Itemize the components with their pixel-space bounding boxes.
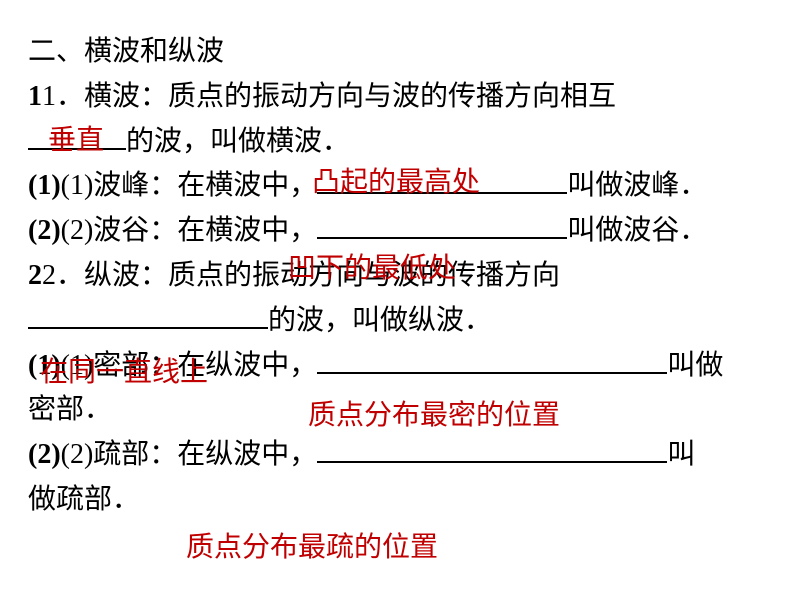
item-1-line-a: 11．横波：质点的振动方向与波的传播方向相互 (28, 75, 766, 120)
blank-6 (317, 435, 667, 463)
item-2-line-b: 的波，叫做纵波． (28, 299, 766, 344)
answer-4: 在同一直线上 (40, 350, 208, 390)
item-1-2-suffix: 叫做波谷． (567, 215, 707, 246)
item-1-number: 1 (28, 81, 42, 112)
blank-5 (317, 346, 667, 374)
item-2-1-suffix: 叫做 (667, 350, 723, 381)
answer-2: 凸起的最高处 (312, 160, 480, 200)
item-2-text-b: 的波，叫做纵波． (268, 305, 492, 336)
item-2-2-suffix: 叫 (667, 439, 695, 470)
blank-3 (317, 211, 567, 239)
item-2-number: 2 (28, 260, 42, 291)
item-1-line-b: 的波，叫做横波． (28, 120, 766, 165)
item-1-text-a: 1．横波：质点的振动方向与波的传播方向相互 (42, 81, 616, 112)
section-title: 二、横波和纵波 (28, 30, 766, 75)
item-2-2-prefix: (2)疏部：在纵波中， (61, 439, 318, 470)
item-1-text-b: 的波，叫做横波． (126, 126, 350, 157)
item-1-2-number: (2) (28, 215, 61, 246)
answer-5: 质点分布最密的位置 (308, 393, 560, 433)
item-1-1-number: (1) (28, 170, 61, 201)
item-2-2-number: (2) (28, 439, 61, 470)
item-2-2: (2)(2)疏部：在纵波中， 叫 (28, 433, 766, 478)
item-1-1-prefix: (1)波峰：在横波中， (61, 170, 318, 201)
item-1-1-suffix: 叫做波峰． (567, 170, 707, 201)
item-1-2-prefix: (2)波谷：在横波中， (61, 215, 318, 246)
answer-6: 质点分布最疏的位置 (186, 525, 438, 565)
blank-4 (28, 301, 268, 329)
answer-1: 垂直 (48, 118, 104, 158)
answer-3: 凹下的最低处 (288, 246, 456, 286)
item-2-2-end: 做疏部． (28, 478, 766, 523)
